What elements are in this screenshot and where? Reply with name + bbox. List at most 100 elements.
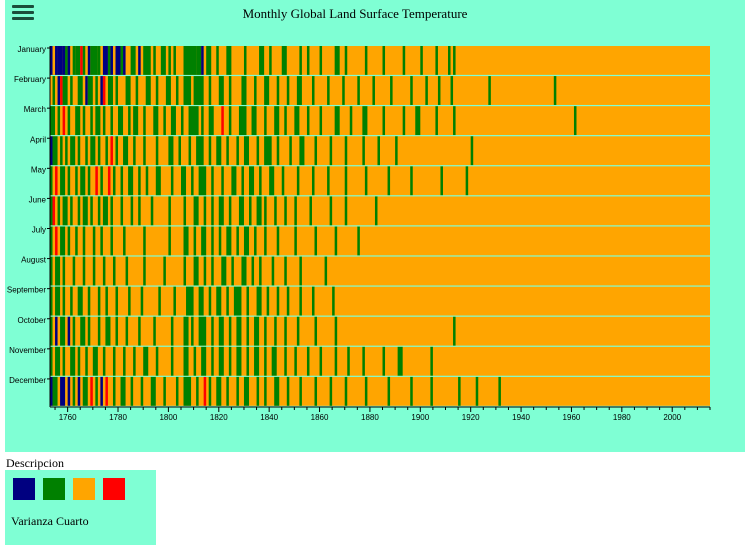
heatmap-cell (138, 166, 141, 196)
heatmap-cell (102, 106, 106, 136)
heatmap-cell (120, 376, 126, 406)
heatmap-cell (60, 376, 66, 406)
heatmap-cell (123, 136, 129, 166)
heatmap-cell (327, 166, 330, 196)
heatmap-cell (243, 376, 250, 406)
heatmap-row-february (50, 76, 710, 105)
heatmap-cell (163, 106, 166, 136)
heatmap-cell (382, 346, 386, 376)
heatmap-cell (193, 196, 199, 226)
heatmap-cell (498, 376, 501, 406)
heatmap-cell (110, 226, 113, 256)
heatmap-cell (125, 256, 129, 286)
y-tick-label: July (32, 226, 46, 235)
legend-heading: Descripcion (6, 456, 64, 470)
y-tick-label: February (14, 75, 46, 84)
heatmap-cell (211, 166, 214, 196)
heatmap-cell (284, 106, 287, 136)
heatmap-cell (271, 256, 275, 286)
heatmap-cell (276, 76, 280, 105)
heatmap-cell (453, 106, 456, 136)
heatmap-cell (286, 286, 290, 316)
heatmap-cell (50, 136, 53, 166)
heatmap-cell (377, 136, 380, 166)
heatmap-cell (95, 376, 98, 406)
heatmap-cell (60, 76, 63, 105)
heatmap-cell (435, 106, 438, 136)
heatmap-cell (208, 106, 214, 136)
heatmap-cell (259, 256, 262, 286)
heatmap-cell (72, 46, 76, 75)
heatmap-cell (140, 286, 144, 316)
heatmap-cell (294, 106, 300, 136)
heatmap-cell (218, 76, 224, 105)
heatmap-cell (155, 136, 159, 166)
legend-swatch-green (43, 478, 65, 500)
heatmap-cell (193, 346, 197, 376)
heatmap-cell (102, 256, 106, 286)
heatmap-cell (203, 256, 207, 286)
heatmap-cell (228, 346, 232, 376)
heatmap-cell (319, 106, 323, 136)
heatmap-cell (236, 136, 239, 166)
heatmap-cell (198, 286, 204, 316)
heatmap-cell (85, 136, 88, 166)
heatmap-cell (246, 286, 250, 316)
heatmap-cell (264, 76, 270, 105)
heatmap-cell (208, 286, 212, 316)
heatmap-cell (191, 316, 194, 346)
heatmap-cell (306, 46, 310, 75)
heatmap-cell (211, 196, 214, 226)
heatmap-cell (344, 166, 348, 196)
heatmap-cell (276, 286, 280, 316)
heatmap-cell (243, 226, 250, 256)
y-tick-label: June (29, 195, 47, 204)
heatmap-cell (170, 166, 174, 196)
heatmap-cell (241, 76, 247, 105)
heatmap-cell (374, 196, 378, 226)
heatmap-cell (243, 46, 247, 75)
heatmap-cell (130, 196, 134, 226)
heatmap-cell (294, 346, 297, 376)
heatmap-cell (133, 106, 139, 136)
heatmap-cell (296, 76, 302, 105)
heatmap-cell (52, 136, 58, 166)
heatmap-cell (188, 106, 199, 136)
x-tick-label: 1960 (563, 413, 581, 422)
heatmap-cell (465, 166, 469, 196)
heatmap-cell (228, 196, 232, 226)
heatmap-cell (236, 376, 239, 406)
heatmap-cell (55, 226, 58, 256)
heatmap-cell (115, 286, 119, 316)
heatmap-cell (299, 46, 302, 75)
heatmap-cell (319, 346, 323, 376)
heatmap-cell (193, 256, 199, 286)
heatmap-cell (299, 286, 302, 316)
legend-label: Varianza Cuarto (11, 514, 89, 528)
heatmap-cell (107, 46, 111, 75)
heatmap-cell (226, 226, 232, 256)
heatmap-cell (65, 46, 68, 75)
hamburger-menu-icon[interactable] (12, 5, 34, 21)
heatmap-cell (238, 196, 244, 226)
heatmap-cell (80, 316, 86, 346)
heatmap-cell (143, 226, 146, 256)
heatmap-cell (133, 346, 136, 376)
heatmap-cell (57, 196, 61, 226)
heatmap-cell (173, 46, 176, 75)
heatmap-cell (342, 76, 345, 105)
heatmap-cell (228, 76, 232, 105)
heatmap-cell (60, 316, 66, 346)
heatmap-cell (274, 376, 280, 406)
heatmap-cell (67, 376, 71, 406)
heatmap-cell (90, 376, 93, 406)
heatmap-cell (382, 106, 386, 136)
heatmap-cell (334, 106, 340, 136)
heatmap-cell (50, 376, 53, 406)
heatmap-cell (183, 316, 189, 346)
x-tick-label: 1860 (311, 413, 329, 422)
heatmap-cell (115, 76, 119, 105)
heatmap-cell (269, 166, 275, 196)
heatmap-cell (67, 46, 71, 75)
heatmap-cell (57, 76, 61, 105)
